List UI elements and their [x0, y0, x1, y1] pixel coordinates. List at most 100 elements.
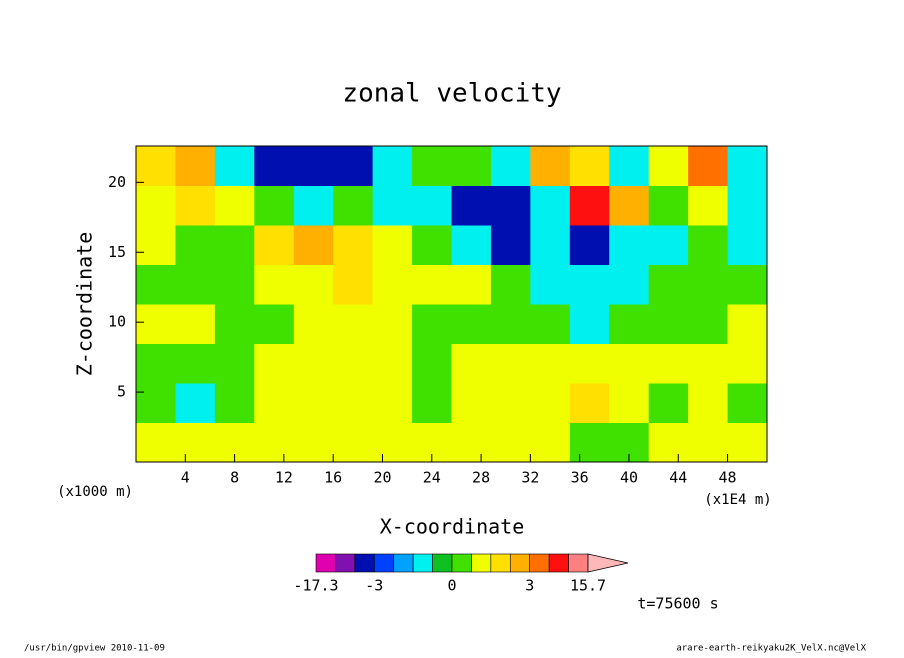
- x-tick-label: 16: [324, 469, 342, 487]
- field-cell: [490, 383, 531, 423]
- field-cell: [727, 422, 768, 463]
- field-cell: [333, 185, 374, 226]
- field-cell: [609, 185, 650, 226]
- field-cell: [372, 146, 413, 186]
- field-cell: [372, 422, 413, 463]
- x-tick-label: 8: [230, 469, 239, 487]
- field-cell: [530, 264, 571, 305]
- field-cell: [254, 383, 295, 423]
- field-cell: [293, 185, 334, 226]
- field-cell: [412, 264, 452, 305]
- x-tick-label: 40: [620, 469, 638, 487]
- field-cell: [490, 343, 531, 384]
- field-cell: [333, 264, 374, 305]
- field-cell: [569, 304, 610, 344]
- x-tick-label: 12: [275, 469, 293, 487]
- field-cell: [648, 264, 689, 305]
- field-cell: [293, 264, 334, 305]
- field-cell: [136, 264, 176, 305]
- y-tick-label: 5: [117, 383, 126, 401]
- footer-right: arare-earth-reikyaku2K_VelX.nc@VelX: [676, 644, 866, 654]
- field-cell: [293, 422, 334, 463]
- y-tick-label: 15: [108, 243, 126, 261]
- field-cell: [688, 343, 729, 384]
- colorbar-segment: [373, 553, 395, 573]
- colorbar-segment: [315, 553, 336, 573]
- field-cell: [254, 225, 295, 265]
- colorbar-segment: [354, 553, 375, 573]
- field-cell: [569, 146, 610, 186]
- field-cell: [727, 304, 768, 344]
- field-cell: [254, 146, 295, 186]
- colorbar-segment: [529, 553, 550, 573]
- field-cell: [727, 185, 768, 226]
- field-cell: [530, 304, 571, 344]
- field-cell: [214, 304, 255, 344]
- field-cell: [254, 422, 295, 463]
- field-cell: [333, 304, 374, 344]
- field-cell: [569, 383, 610, 423]
- field-cell: [372, 304, 413, 344]
- x-tick-label: 32: [521, 469, 539, 487]
- field-cell: [254, 185, 295, 226]
- field-cell: [372, 185, 413, 226]
- field-cell: [136, 343, 176, 384]
- field-cell: [293, 383, 334, 423]
- field-cell: [530, 383, 571, 423]
- field-cell: [372, 383, 413, 423]
- field-cell: [530, 225, 571, 265]
- field-cell: [214, 146, 255, 186]
- field-cell: [688, 264, 729, 305]
- field-cell: [530, 146, 571, 186]
- field-cell: [490, 304, 531, 344]
- field-cell: [254, 343, 295, 384]
- field-cell: [727, 225, 768, 265]
- field-cell: [688, 225, 729, 265]
- field-cell: [136, 225, 176, 265]
- colorbar-segment: [432, 553, 453, 573]
- chart-title: zonal velocity: [342, 79, 561, 109]
- field-cell: [688, 422, 729, 463]
- field-cell: [727, 343, 768, 384]
- field-cell: [293, 146, 334, 186]
- field-cell: [136, 146, 176, 186]
- field-cell: [412, 225, 452, 265]
- field-cell: [175, 146, 216, 186]
- x-tick-label: 4: [181, 469, 190, 487]
- field-cell: [569, 185, 610, 226]
- field-cell: [609, 264, 650, 305]
- plot-frame: [135, 145, 768, 463]
- field-cell: [136, 383, 176, 423]
- field-cell: [569, 264, 610, 305]
- field-cell: [214, 383, 255, 423]
- colorbar-tick-label: 3: [525, 577, 534, 595]
- field-cell: [254, 264, 295, 305]
- field-cell: [727, 264, 768, 305]
- field-cell: [648, 304, 689, 344]
- field-cell: [175, 343, 216, 384]
- field-cell: [412, 146, 452, 186]
- field-cell: [648, 185, 689, 226]
- field-cell: [609, 146, 650, 186]
- colorbar-segment: [568, 553, 589, 573]
- x-tick-label: 48: [719, 469, 737, 487]
- x-unit: (x1000 m): [57, 484, 133, 500]
- field-cell: [648, 383, 689, 423]
- field-cell: [175, 264, 216, 305]
- field-cell: [451, 343, 492, 384]
- colorbar-segment: [335, 553, 356, 573]
- x-scale: (x1E4 m): [704, 492, 771, 508]
- field-cell: [333, 422, 374, 463]
- field-cell: [609, 304, 650, 344]
- field-cell: [490, 264, 531, 305]
- field-cell: [648, 422, 689, 463]
- colorbar-segment: [412, 553, 433, 573]
- x-axis-label: X-coordinate: [380, 515, 525, 539]
- field-cell: [412, 343, 452, 384]
- field-cell: [490, 225, 531, 265]
- field-cell: [451, 383, 492, 423]
- field-cell: [727, 146, 768, 186]
- field-cell: [609, 383, 650, 423]
- time-annotation: t=75600 s: [637, 595, 718, 613]
- colorbar-over: [587, 553, 629, 573]
